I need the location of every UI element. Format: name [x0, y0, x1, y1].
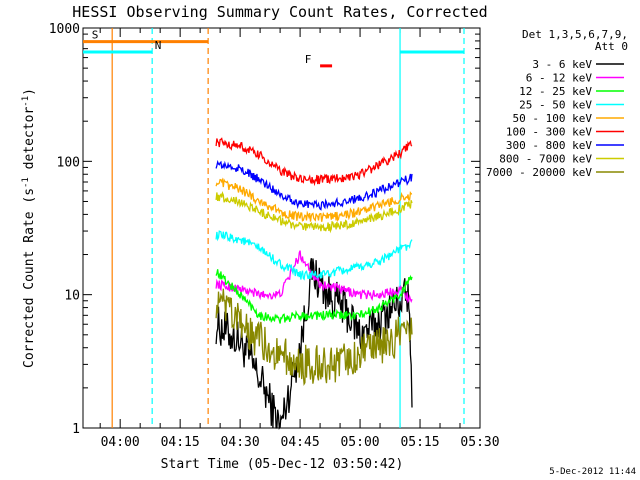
plot-frame [82, 27, 481, 429]
series-line [215, 137, 413, 187]
y-tick-label: 100 [57, 155, 80, 170]
x-tick-label: 04:00 [101, 435, 140, 450]
series-lines [215, 137, 413, 430]
series-line [215, 250, 413, 304]
chart-title: HESSI Observing Summary Count Rates, Cor… [72, 3, 487, 21]
x-tick-label: 04:30 [221, 435, 260, 450]
vertical-markers [111, 28, 465, 428]
annotation-label: S [92, 29, 99, 42]
legend-label: 300 - 800 keV [506, 139, 592, 152]
legend-label: 12 - 25 keV [519, 85, 592, 98]
y-axis-label: Corrected Count Rate (s-1 detector-1) [21, 88, 37, 368]
legend-label: 50 - 100 keV [513, 112, 593, 125]
y-tick-label: 10 [64, 289, 80, 304]
series-line [215, 159, 413, 211]
legend-label: 7000 - 20000 keV [486, 166, 592, 179]
x-tick-label: 05:00 [340, 435, 379, 450]
timestamp: 5-Dec-2012 11:44 [549, 467, 636, 477]
series-line [215, 177, 413, 222]
x-axis-label: Start Time (05-Dec-12 03:50:42) [161, 457, 404, 472]
x-axis-ticks: 04:00 04:15 04:30 04:45 05:00 05:15 05:30 [99, 28, 500, 450]
x-tick-label: 04:15 [161, 435, 200, 450]
series-line [215, 190, 413, 234]
x-tick-label: 05:15 [400, 435, 439, 450]
legend-header-line-2: Att 0 [595, 40, 628, 53]
legend-label: 6 - 12 keV [526, 72, 593, 85]
legend-label: 25 - 50 keV [519, 99, 592, 112]
y-tick-label: 1 [72, 422, 80, 437]
x-tick-label: 04:45 [281, 435, 320, 450]
series-line [215, 230, 413, 281]
legend-label: 3 - 6 keV [532, 58, 592, 71]
y-axis-ticks: 1 10 100 1000 [49, 22, 480, 437]
y-tick-label: 1000 [49, 22, 80, 37]
annotation-label: F [305, 53, 312, 66]
series-line [215, 269, 413, 324]
annotation-bars: S N F [83, 29, 465, 68]
legend-header-line-1: Det 1,3,5,6,7,9, [522, 28, 628, 41]
x-tick-label: 05:30 [460, 435, 499, 450]
series-line [215, 288, 413, 387]
legend-label: 800 - 7000 keV [499, 153, 592, 166]
legend-label: 100 - 300 keV [506, 126, 592, 139]
annotation-label: N [155, 39, 162, 52]
